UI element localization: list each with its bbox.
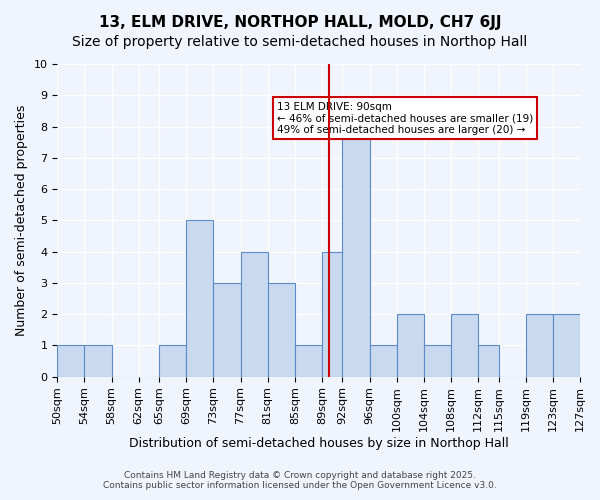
Bar (370, 346, 397, 376)
Bar (214, 283, 241, 376)
Bar (397, 314, 424, 376)
Bar (526, 314, 553, 376)
Bar (343, 126, 370, 376)
Text: Contains HM Land Registry data © Crown copyright and database right 2025.
Contai: Contains HM Land Registry data © Crown c… (103, 470, 497, 490)
Bar (322, 252, 343, 376)
Bar (553, 314, 580, 376)
Text: Size of property relative to semi-detached houses in Northop Hall: Size of property relative to semi-detach… (73, 35, 527, 49)
Bar (85, 346, 112, 376)
Bar (268, 283, 295, 376)
Bar (451, 314, 478, 376)
Text: 13 ELM DRIVE: 90sqm
← 46% of semi-detached houses are smaller (19)
49% of semi-d: 13 ELM DRIVE: 90sqm ← 46% of semi-detach… (277, 102, 533, 134)
X-axis label: Distribution of semi-detached houses by size in Northop Hall: Distribution of semi-detached houses by … (129, 437, 509, 450)
Text: 13, ELM DRIVE, NORTHOP HALL, MOLD, CH7 6JJ: 13, ELM DRIVE, NORTHOP HALL, MOLD, CH7 6… (99, 15, 501, 30)
Bar (424, 346, 451, 376)
Bar (159, 346, 186, 376)
Bar (478, 346, 499, 376)
Bar (57, 346, 85, 376)
Bar (295, 346, 322, 376)
Y-axis label: Number of semi-detached properties: Number of semi-detached properties (15, 104, 28, 336)
Bar (241, 252, 268, 376)
Bar (186, 220, 214, 376)
